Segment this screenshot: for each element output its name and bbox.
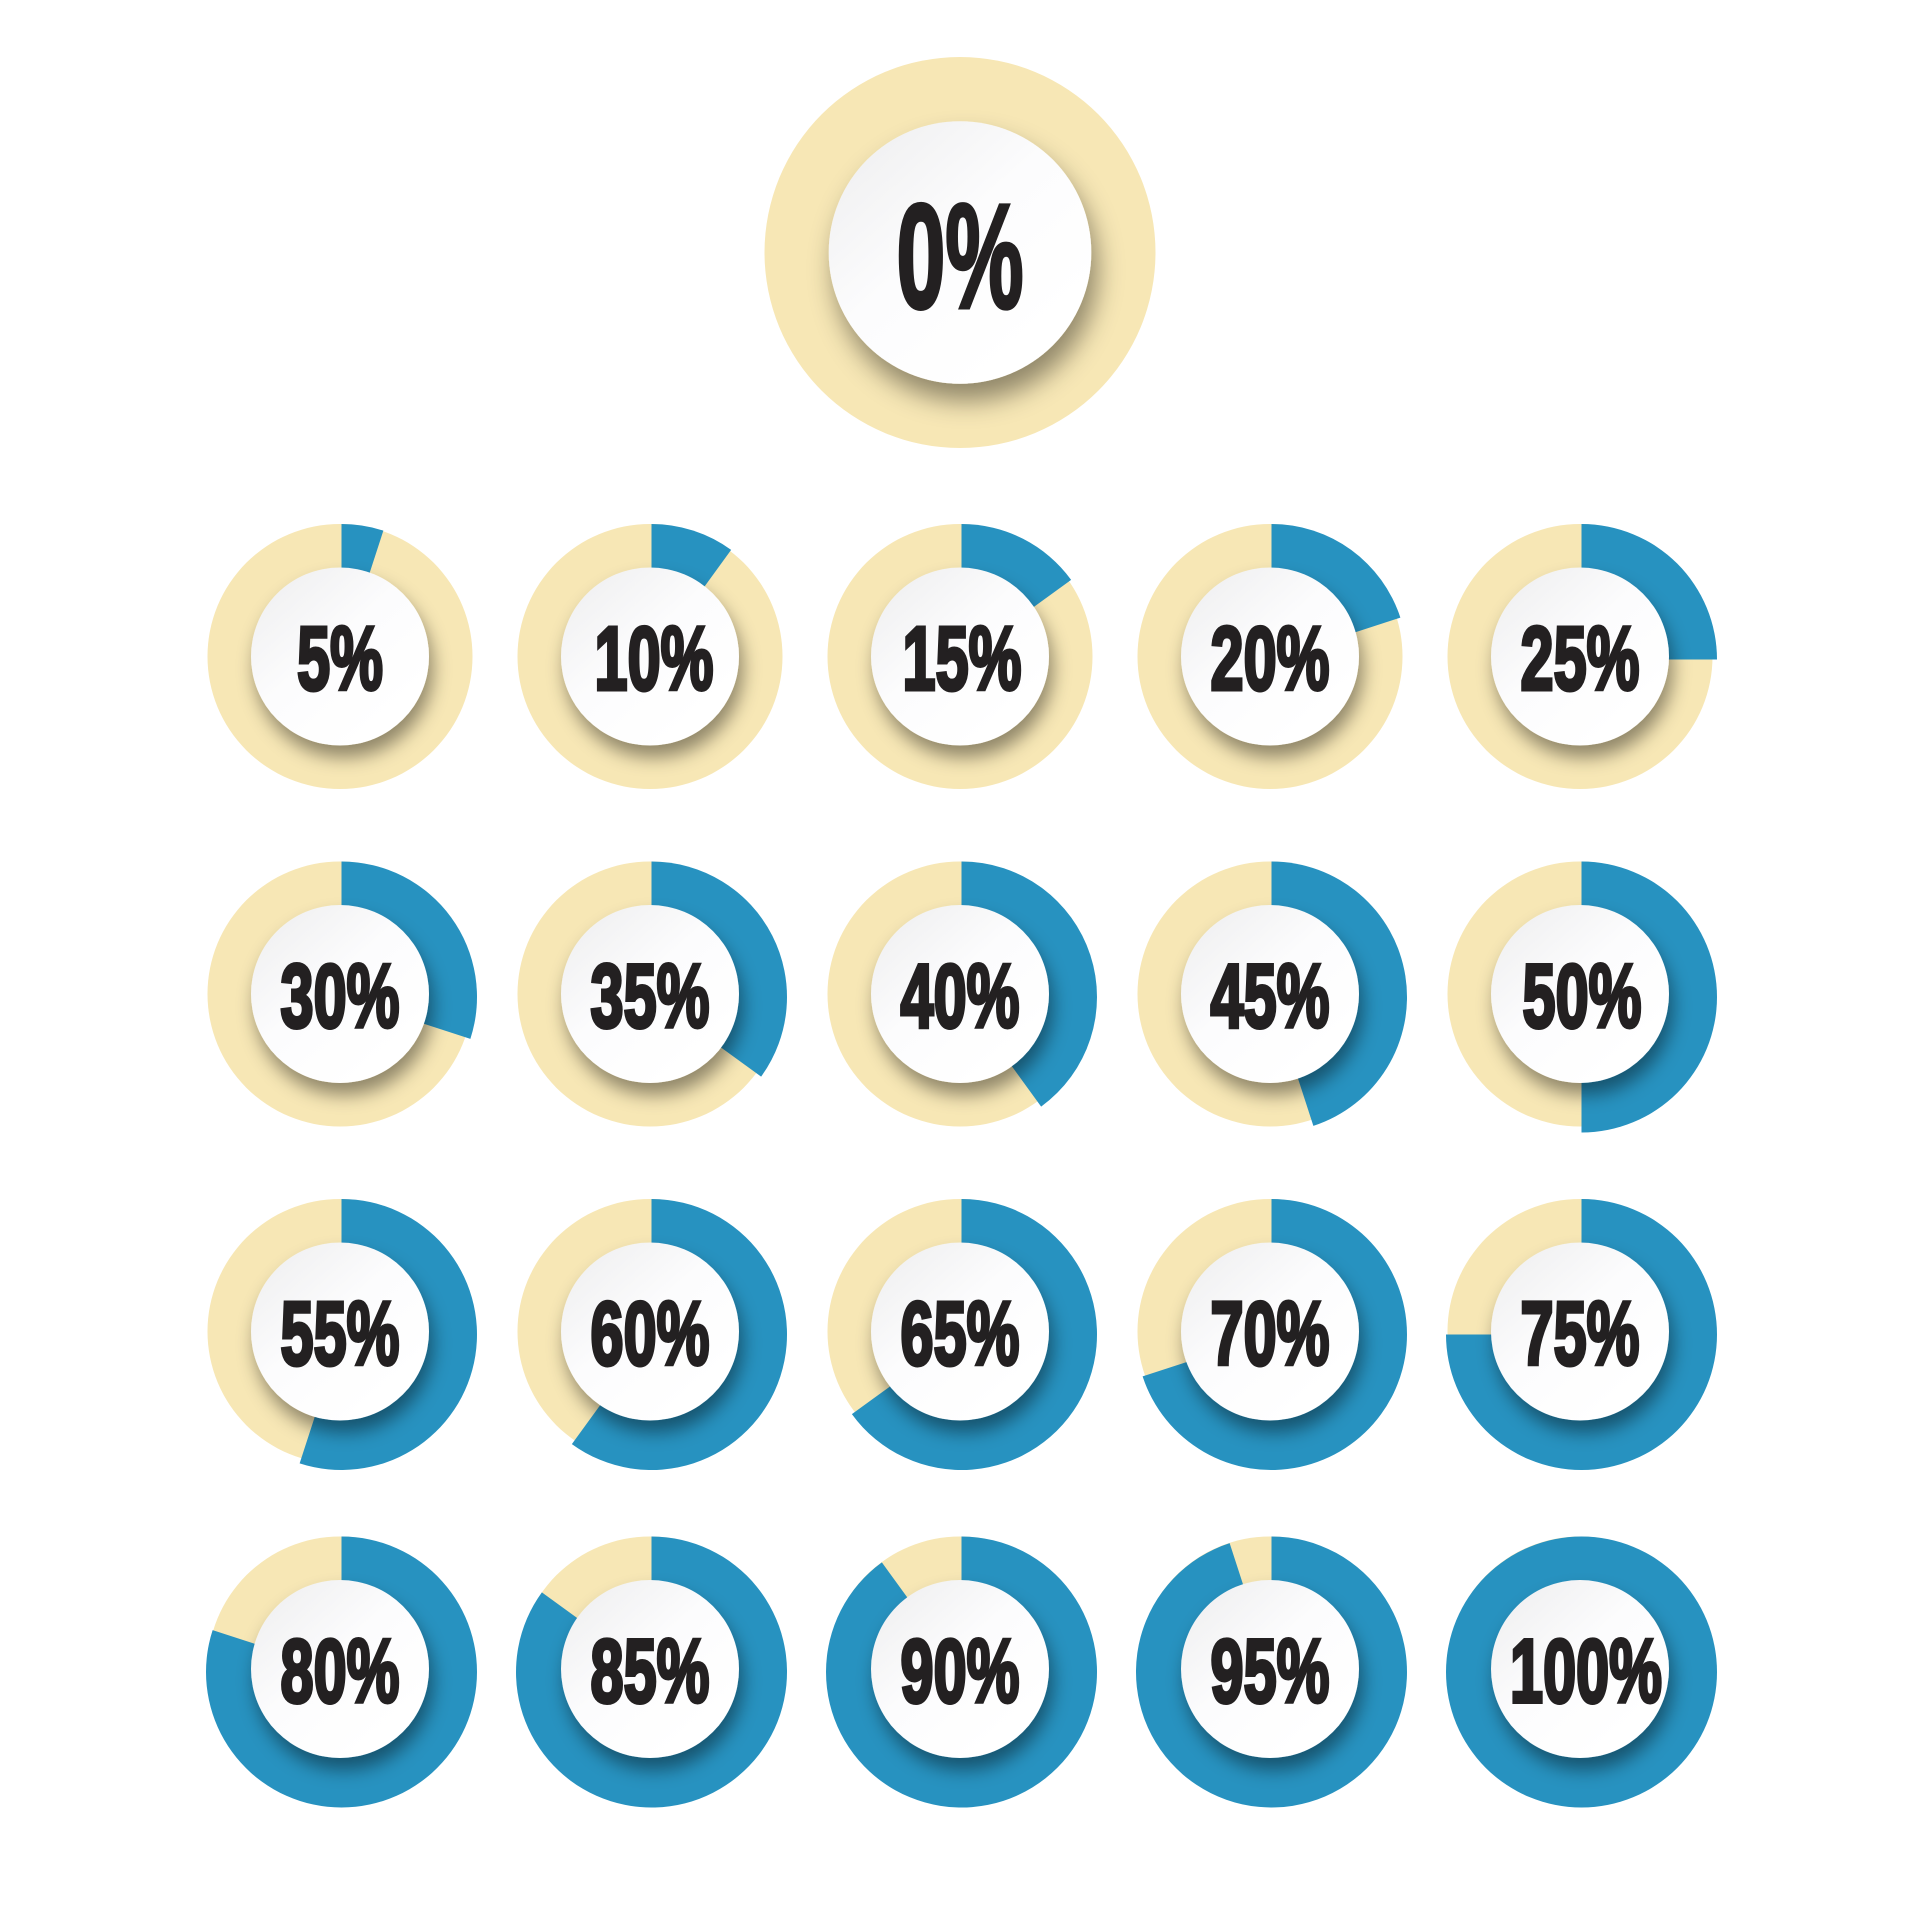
svg-text:90%: 90% <box>901 1622 1020 1722</box>
svg-text:80%: 80% <box>281 1622 400 1722</box>
svg-text:5%: 5% <box>297 609 383 709</box>
svg-text:20%: 20% <box>1211 609 1330 709</box>
svg-text:35%: 35% <box>591 947 710 1047</box>
svg-text:60%: 60% <box>591 1284 710 1384</box>
svg-text:75%: 75% <box>1521 1284 1640 1384</box>
svg-text:25%: 25% <box>1521 609 1640 709</box>
svg-text:85%: 85% <box>591 1622 710 1722</box>
svg-text:55%: 55% <box>281 1284 400 1384</box>
svg-text:15%: 15% <box>903 609 1022 709</box>
svg-text:70%: 70% <box>1211 1284 1330 1384</box>
svg-text:30%: 30% <box>281 947 400 1047</box>
svg-text:50%: 50% <box>1523 947 1642 1047</box>
svg-text:45%: 45% <box>1211 947 1330 1047</box>
svg-text:0%: 0% <box>896 174 1023 340</box>
svg-text:95%: 95% <box>1211 1622 1330 1722</box>
svg-text:65%: 65% <box>901 1284 1020 1384</box>
svg-text:100%: 100% <box>1510 1622 1662 1722</box>
svg-text:10%: 10% <box>595 609 714 709</box>
svg-text:40%: 40% <box>901 947 1020 1047</box>
